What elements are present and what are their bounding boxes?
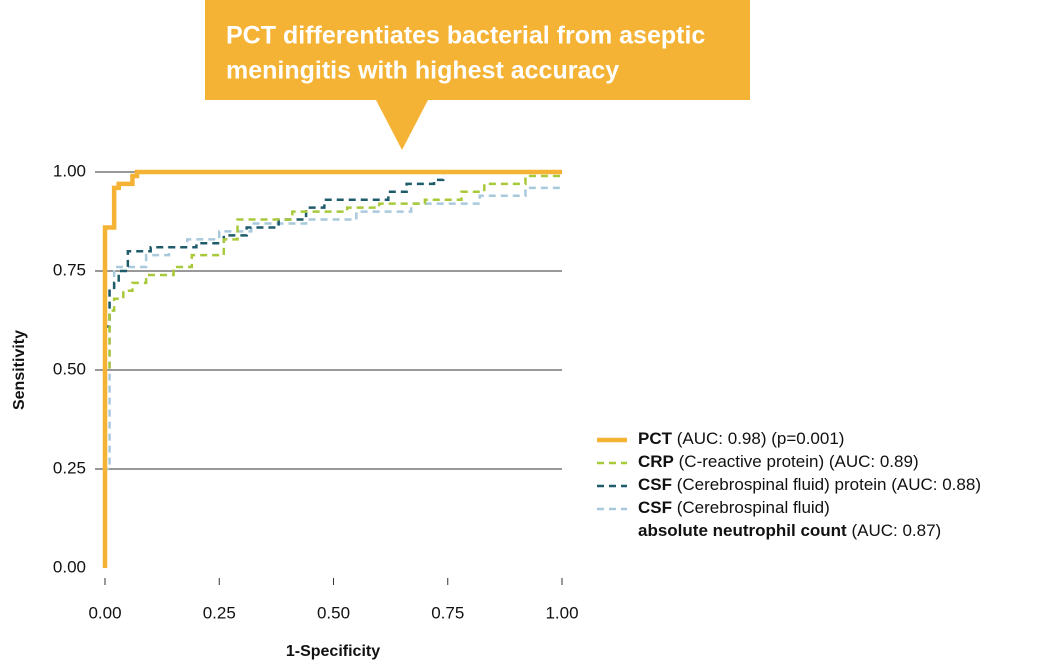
roc-line <box>103 170 562 568</box>
legend-entry: PCT (AUC: 0.98) (p=0.001) <box>638 429 844 448</box>
legend-name: CSF <box>638 498 672 517</box>
roc-line <box>102 169 562 568</box>
legend-entry: CSF (Cerebrospinal fluid) protein (AUC: … <box>638 475 981 494</box>
callout-text: meningitis with highest accuracy <box>226 57 619 85</box>
legend-name: absolute neutrophil count <box>638 521 847 540</box>
legend-name: CSF <box>638 475 672 494</box>
roc-line <box>103 174 562 568</box>
y-tick-label: 0.75 <box>53 260 86 279</box>
x-tick-label: 0.50 <box>317 603 350 622</box>
roc-line <box>103 186 562 568</box>
callout-box <box>205 0 750 150</box>
legend-entry: CRP (C-reactive protein) (AUC: 0.89) <box>638 452 919 471</box>
callout-text: PCT differentiates bacterial from asepti… <box>226 22 705 50</box>
y-axis-title: Sensitivity <box>11 330 28 410</box>
legend-text: (AUC: 0.87) <box>851 521 941 540</box>
legend-entry: absolute neutrophil count (AUC: 0.87) <box>638 521 941 540</box>
y-tick-label: 0.25 <box>53 458 86 477</box>
x-tick-label: 0.75 <box>431 603 464 622</box>
x-tick-label: 0.00 <box>88 603 121 622</box>
legend-text: (C-reactive protein) (AUC: 0.89) <box>679 452 919 471</box>
x-axis-title: 1-Specificity <box>286 643 380 660</box>
y-tick-label: 1.00 <box>53 161 86 180</box>
legend-text: (Cerebrospinal fluid) protein (AUC: 0.88… <box>677 475 981 494</box>
y-tick-label: 0.00 <box>53 557 86 576</box>
x-tick-label: 1.00 <box>545 603 578 622</box>
legend-name: PCT <box>638 429 673 448</box>
legend-text: (Cerebrospinal fluid) <box>677 498 830 517</box>
x-tick-label: 0.25 <box>203 603 236 622</box>
legend-text: (AUC: 0.98) (p=0.001) <box>677 429 845 448</box>
legend-name: CRP <box>638 452 674 471</box>
y-tick-label: 0.50 <box>53 359 86 378</box>
legend-entry: CSF (Cerebrospinal fluid) <box>638 498 830 517</box>
